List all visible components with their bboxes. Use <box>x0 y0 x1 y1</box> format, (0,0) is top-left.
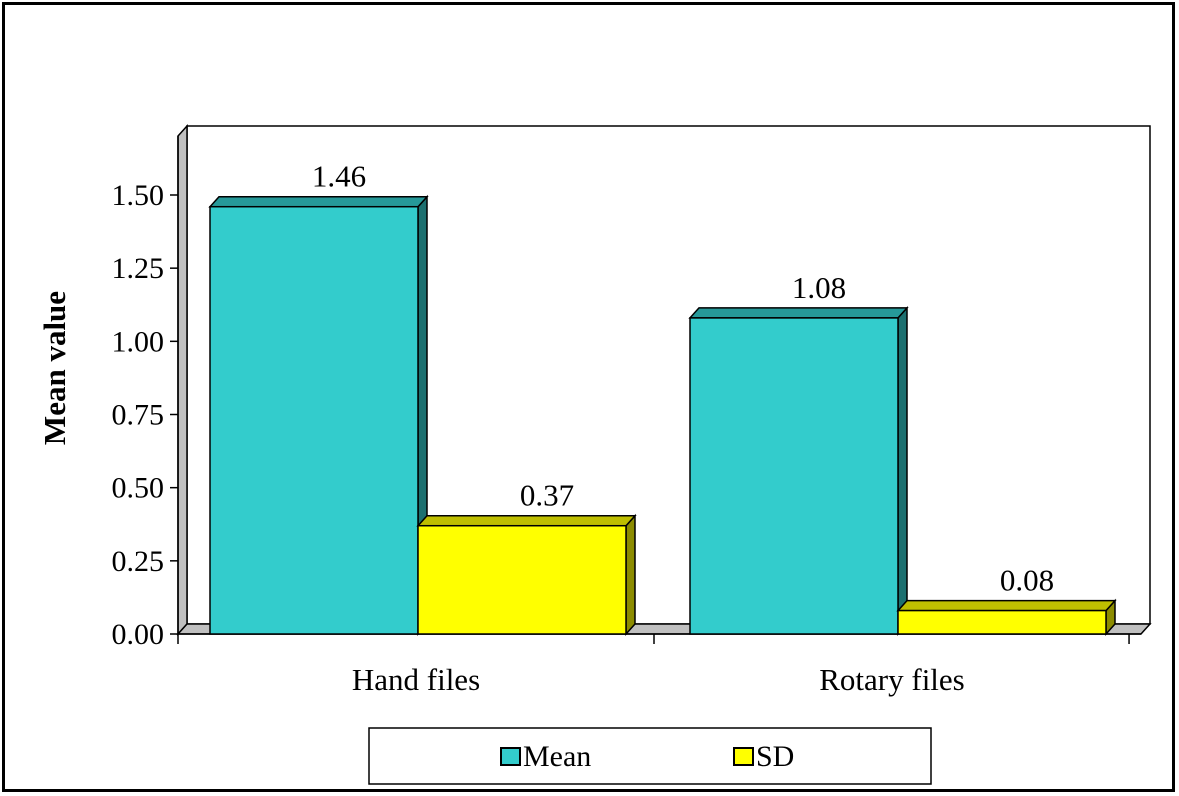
bar-top <box>896 599 1117 612</box>
legend-swatch-mean <box>500 747 521 766</box>
bar-top <box>208 195 429 208</box>
bar-side <box>625 513 636 636</box>
bar-sd-1 <box>897 609 1107 635</box>
legend-swatch-sd <box>733 747 754 766</box>
bar-mean-0 <box>209 205 419 635</box>
y-axis-label: Mean value <box>37 291 72 445</box>
y-tick-label: 1.50 <box>112 179 165 212</box>
legend: Mean SD <box>368 727 932 785</box>
y-tick-label: 1.25 <box>112 252 165 285</box>
data-label: 1.46 <box>312 159 366 194</box>
y-tick-label: 1.00 <box>112 325 165 358</box>
data-label: 1.08 <box>792 270 846 305</box>
y-tick-label: 0.25 <box>112 545 165 578</box>
y-tick-label: 0.75 <box>112 399 165 432</box>
bar-side <box>897 305 908 636</box>
side-wall <box>177 124 188 636</box>
data-label: 0.08 <box>1000 563 1054 598</box>
bars <box>208 194 1117 636</box>
y-tick-label: 0.50 <box>112 472 165 505</box>
bar-sd-0 <box>417 524 627 635</box>
labels: 1.46 0.37 Hand files 1.08 0.08 Rotary files <box>312 159 1054 697</box>
legend-label: SD <box>756 740 794 773</box>
axes: 0.00 0.25 0.50 0.75 1.00 1.25 1.50 <box>112 136 1141 651</box>
x-tick-label: Hand files <box>352 662 480 697</box>
bar-top <box>688 307 909 319</box>
y-tick-label: 0.00 <box>112 618 165 651</box>
data-label: 0.37 <box>520 478 574 513</box>
bar-top <box>416 514 637 527</box>
legend-label: Mean <box>523 740 591 773</box>
legend-box <box>368 727 932 785</box>
bar-mean-1 <box>689 317 899 635</box>
x-tick-label: Rotary files <box>819 662 965 697</box>
